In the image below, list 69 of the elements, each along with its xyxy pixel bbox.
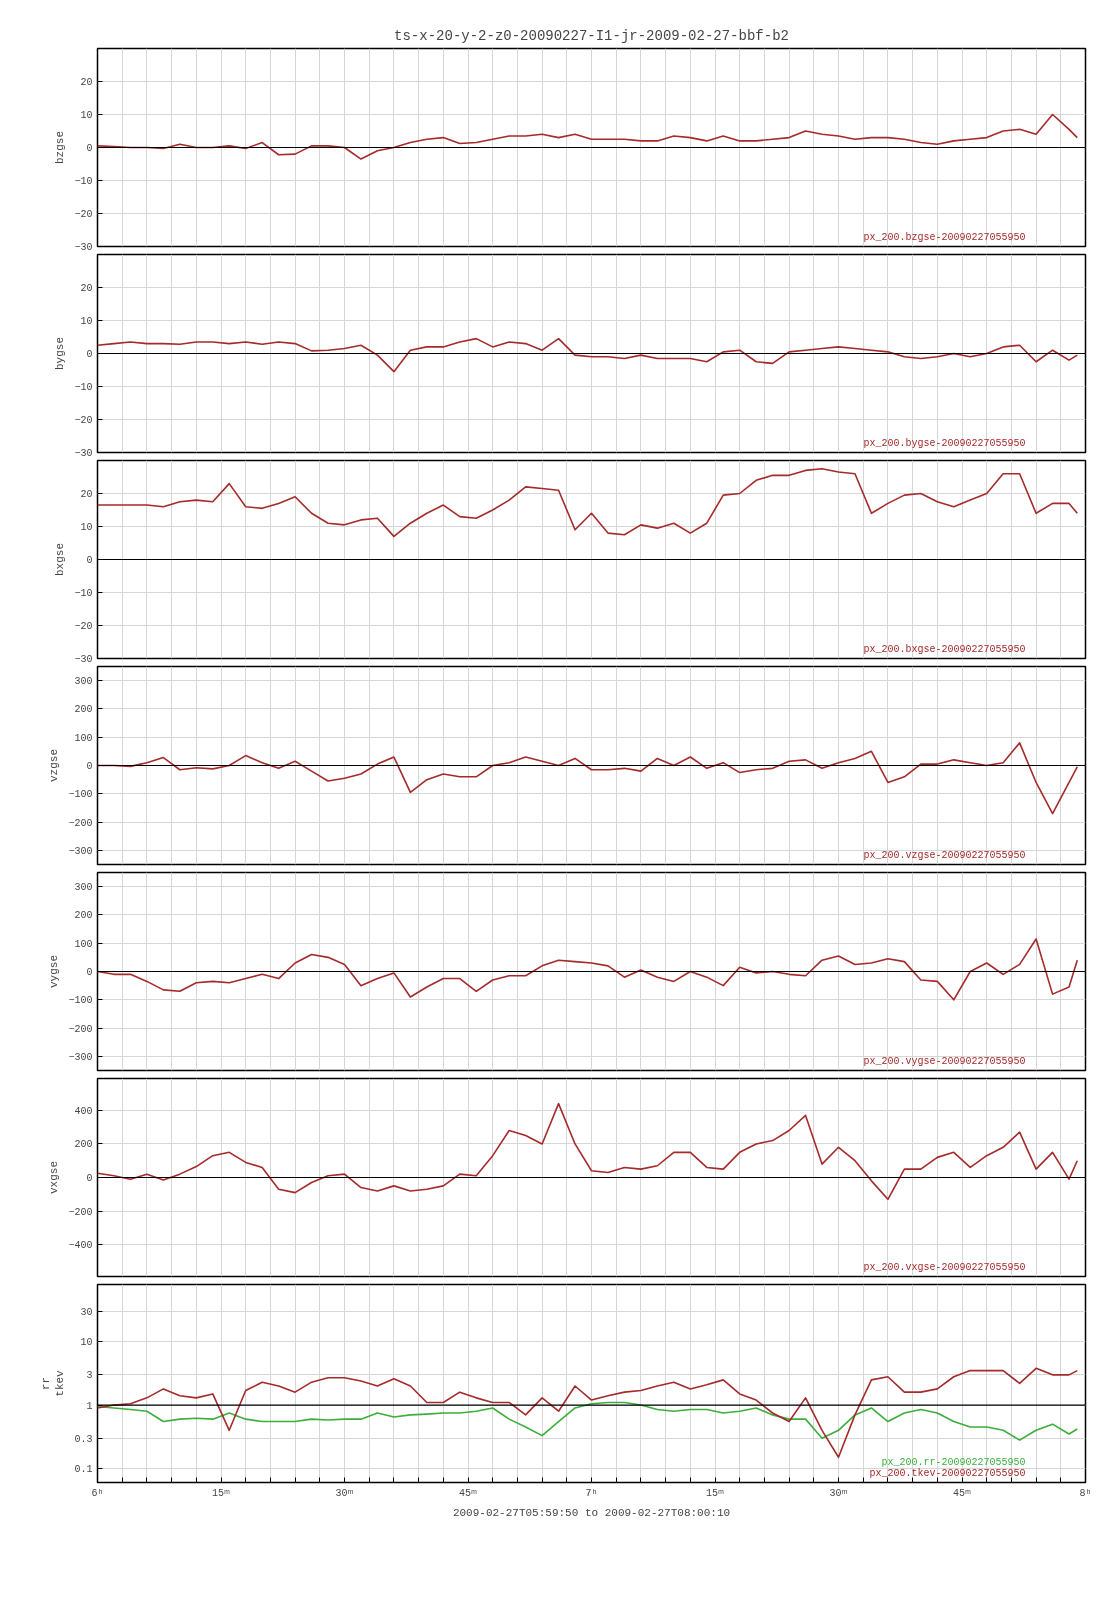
y-tick-label: −100 <box>68 789 93 801</box>
y-tick-label: 400 <box>74 1105 93 1117</box>
y-tick-label: −400 <box>68 1240 93 1252</box>
series-label: px_200.rr-20090227055950 <box>881 1456 1026 1468</box>
y-tick-label: 3 <box>86 1370 93 1382</box>
y-tick-label: 10 <box>80 316 93 327</box>
y-axis-title: bzgse <box>54 130 67 164</box>
y-tick-label: −30 <box>74 448 93 459</box>
y-tick-label: −20 <box>74 621 93 632</box>
y-tick-label: 0.1 <box>74 1463 93 1475</box>
chart-title: ts-x-20-y-2-z0-20090227-I1-jr-2009-02-27-bbf-b2 <box>394 27 789 44</box>
y-tick-label: −20 <box>74 209 93 220</box>
x-tick-label: 45ᵐ <box>459 1487 478 1499</box>
y-tick-label: −200 <box>68 1023 93 1035</box>
x-tick-label: 7ʰ <box>585 1487 598 1499</box>
y-tick-label: −100 <box>68 995 93 1007</box>
y-tick-label: −30 <box>74 654 93 665</box>
y-tick-label: −10 <box>74 382 93 393</box>
y-axis-title: vzgse <box>48 748 61 782</box>
y-tick-label: −20 <box>74 415 93 426</box>
y-tick-label: −30 <box>74 242 93 253</box>
x-tick-label: 45ᵐ <box>953 1487 972 1499</box>
y-tick-label: 200 <box>74 910 93 922</box>
text: px_200.bzgse-20090227055950 <box>863 231 1026 243</box>
text: px_200.bxgse-20090227055950 <box>863 643 1026 655</box>
y-tick-label: 300 <box>74 882 93 894</box>
y-axis-title: bxgse <box>54 542 67 576</box>
y-axis-title: vxgse <box>48 1160 61 1194</box>
y-axis-title: vygse <box>48 954 61 988</box>
y-tick-label: 0 <box>86 967 93 978</box>
text: px_200.bygse-20090227055950 <box>863 437 1026 449</box>
y-tick-label: 100 <box>74 732 93 744</box>
y-tick-label: 200 <box>74 704 93 716</box>
y-tick-label: 200 <box>74 1139 93 1151</box>
y-tick-label: 0 <box>86 555 93 566</box>
y-tick-label: 20 <box>80 283 93 294</box>
x-tick-label: 15ᵐ <box>706 1487 725 1499</box>
x-tick-label: 8ʰ <box>1079 1487 1092 1499</box>
x-tick-label: 6ʰ <box>91 1487 104 1499</box>
y-tick-label: 300 <box>74 676 93 688</box>
y-axis-title: bygse <box>54 336 67 370</box>
y-tick-label: 10 <box>80 110 93 121</box>
y-tick-label: −200 <box>68 817 93 829</box>
y-tick-label: −300 <box>68 1051 93 1063</box>
y-tick-label: 10 <box>80 1337 93 1349</box>
y-tick-label: 0 <box>86 143 93 154</box>
y-tick-label: 30 <box>80 1306 93 1318</box>
y-tick-label: 0 <box>86 761 93 772</box>
y-tick-label: −300 <box>68 845 93 857</box>
text: px_200.vzgse-20090227055950 <box>863 849 1026 861</box>
y-tick-label: 1 <box>86 1400 93 1412</box>
y-tick-label: 0 <box>86 349 93 360</box>
text: px_200.vygse-20090227055950 <box>863 1055 1026 1067</box>
y-tick-label: 0.3 <box>74 1433 93 1445</box>
x-tick-label: 30ᵐ <box>335 1487 354 1499</box>
y-tick-label: 20 <box>80 489 93 500</box>
x-tick-label: 15ᵐ <box>212 1487 231 1499</box>
y-tick-label: 10 <box>80 522 93 533</box>
y-tick-label: 20 <box>80 77 93 88</box>
x-tick-label: 30ᵐ <box>829 1487 848 1499</box>
y-axis-title: rr tkev <box>40 1369 67 1397</box>
x-axis-title: 2009-02-27T05:59:50 to 2009-02-27T08:00:10 <box>452 1506 731 1519</box>
text: px_200.tkev-20090227055950 <box>869 1467 1026 1479</box>
y-tick-label: −10 <box>74 588 93 599</box>
y-tick-label: 100 <box>74 938 93 950</box>
y-tick-label: 0 <box>86 1173 93 1184</box>
text: px_200.vxgse-20090227055950 <box>863 1261 1026 1273</box>
y-tick-label: −10 <box>74 176 93 187</box>
y-tick-label: −200 <box>68 1206 93 1218</box>
